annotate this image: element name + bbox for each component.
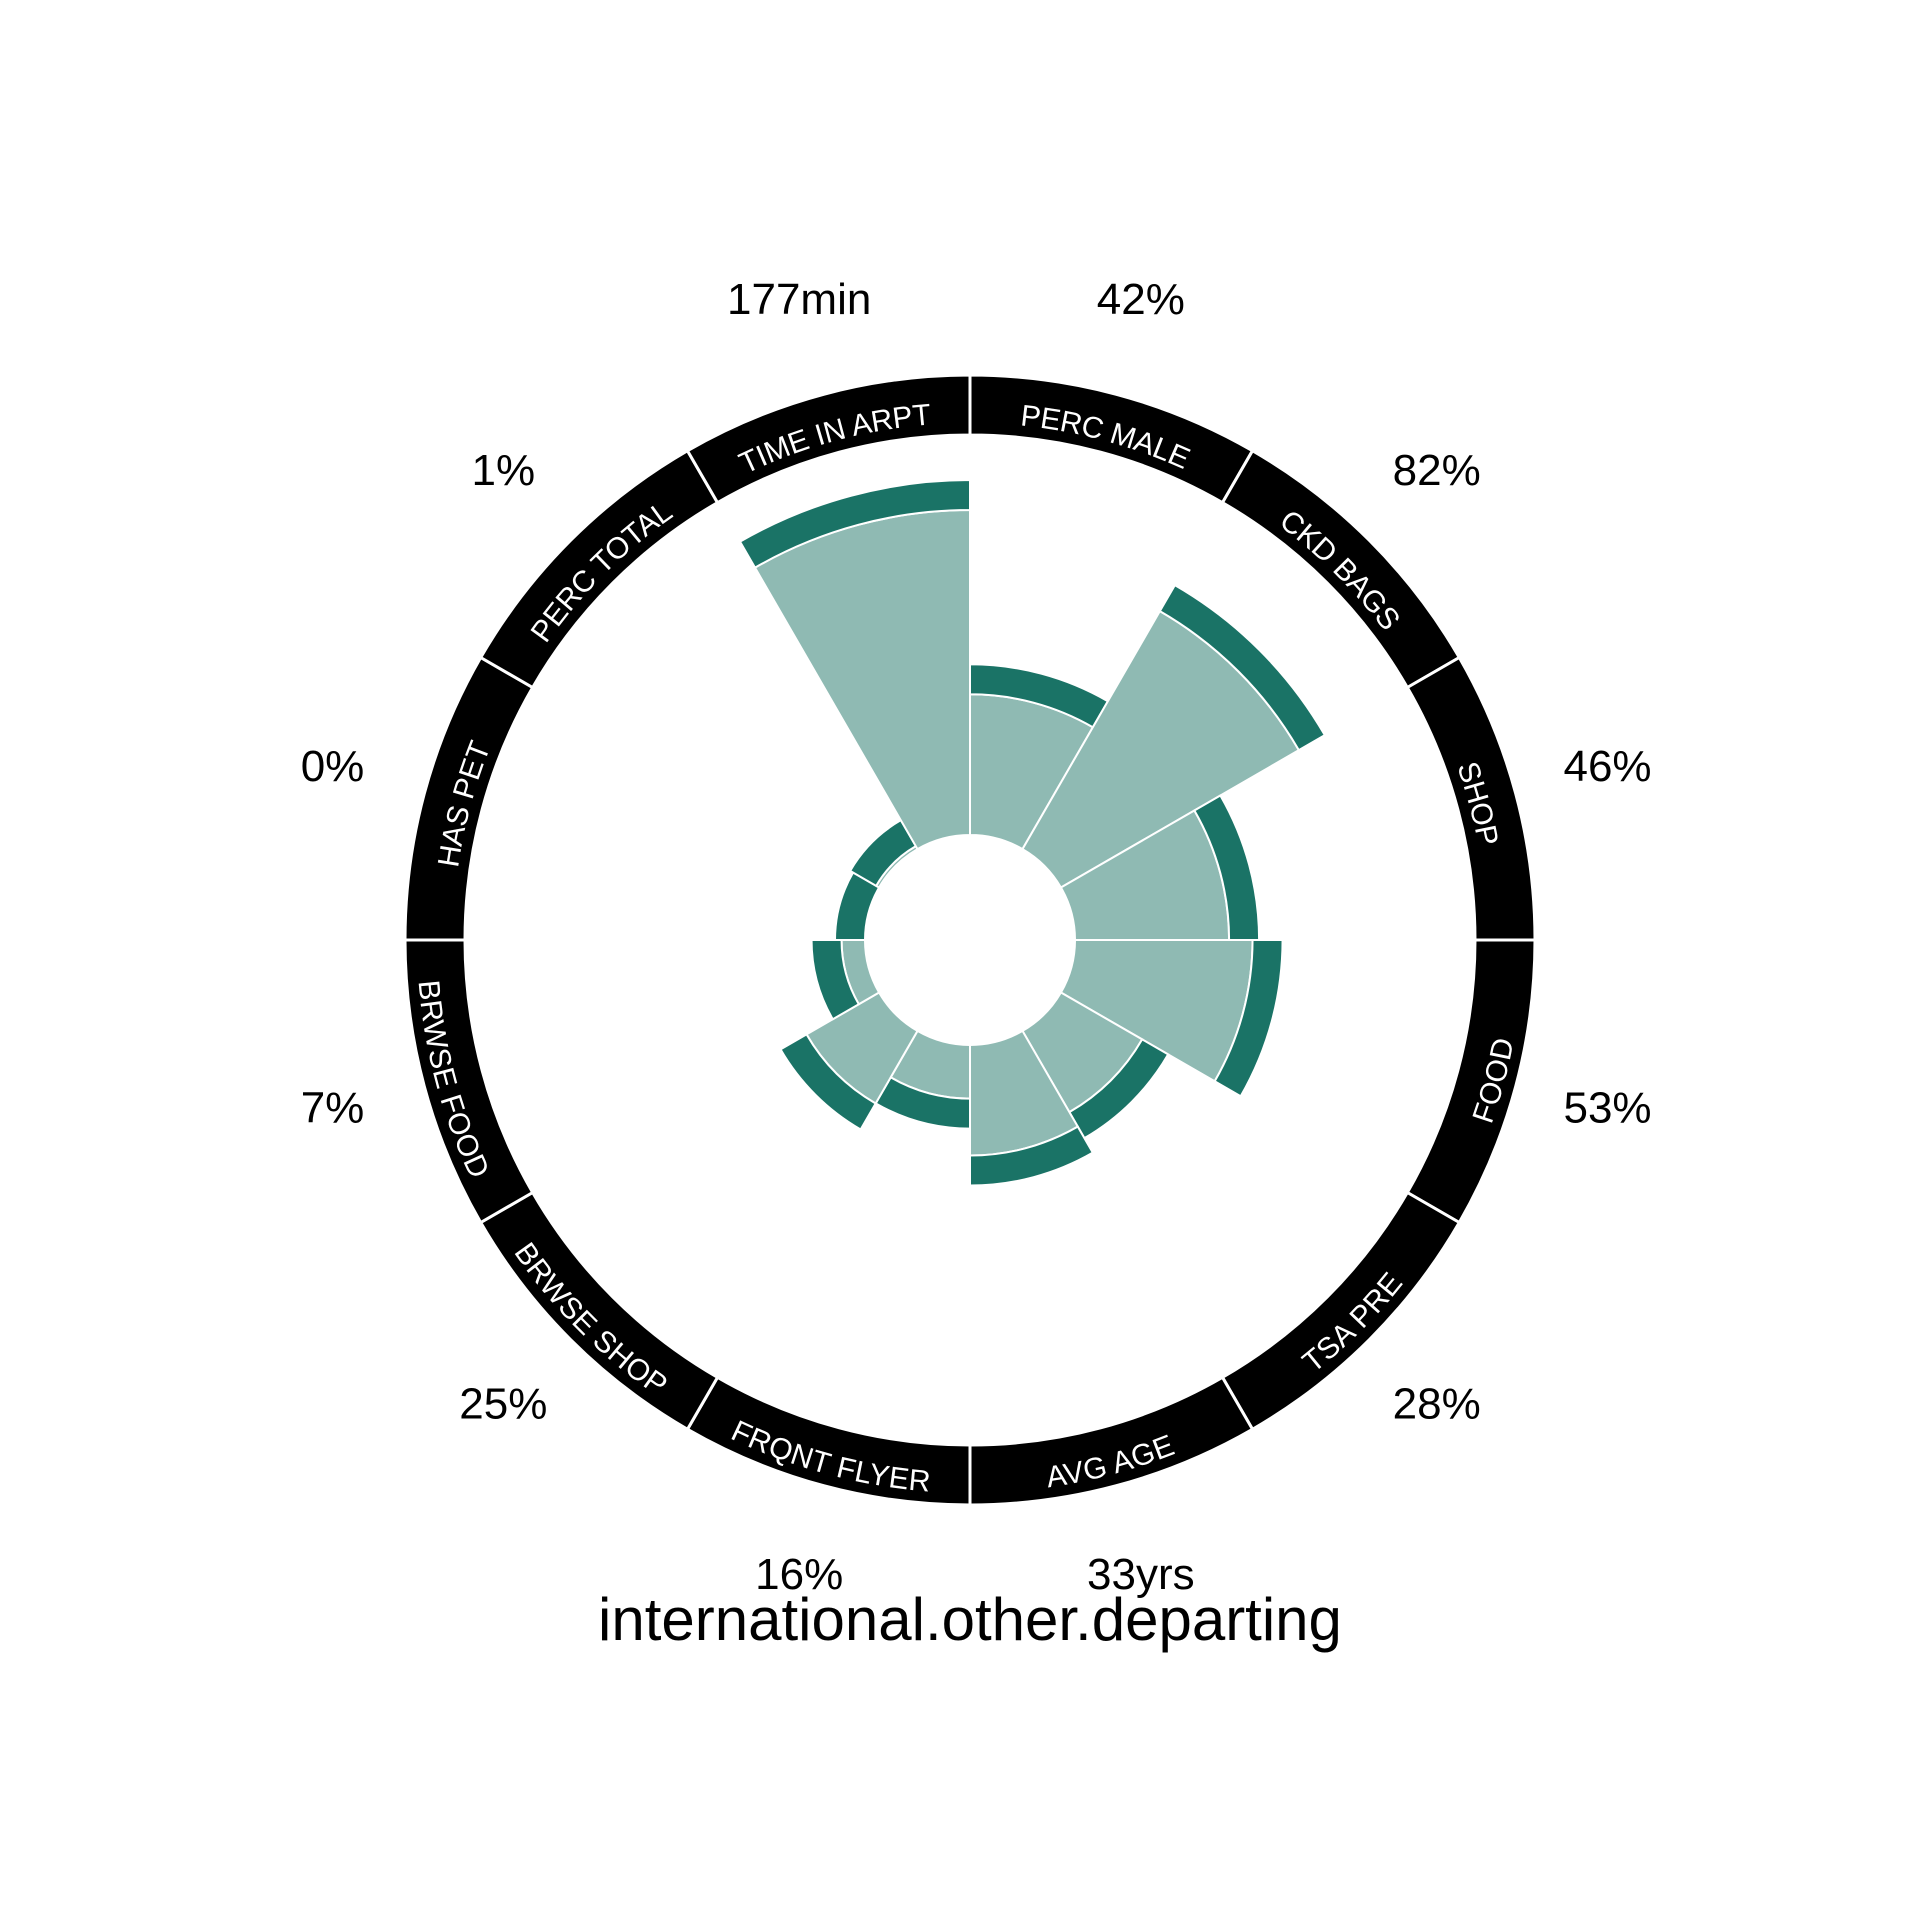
- ring-segment-avg_age: [968, 1375, 1255, 1507]
- value-label-time_in_arpt: 177min: [727, 275, 871, 324]
- band-brwse_shop: [779, 1033, 877, 1131]
- band-time_in_arpt: [738, 479, 971, 570]
- bar-time_in_arpt: [753, 509, 971, 851]
- band-avg_age: [969, 1125, 1095, 1187]
- value-label-brwse_shop: 25%: [459, 1379, 547, 1428]
- bars-layer: [738, 479, 1327, 1187]
- band-food: [1213, 939, 1284, 1098]
- ring-label-brwse_shop: BRWSE SHOP: [508, 1237, 673, 1402]
- value-label-perc_male: 42%: [1097, 275, 1185, 324]
- value-label-brwse_food: 7%: [301, 1083, 365, 1132]
- ring-segment-time_in_arpt: [685, 373, 972, 505]
- value-label-frqnt_flyer: 16%: [755, 1550, 843, 1599]
- chart-title: international.other.departing: [598, 1586, 1342, 1653]
- value-labels: 42% 82% 46% 53% 28% 33yrs 16% 25% 7% 0% 1% 177min: [301, 275, 1652, 1599]
- value-label-avg_age: 33yrs: [1087, 1550, 1195, 1599]
- value-label-food: 53%: [1563, 1083, 1651, 1132]
- value-label-has_pet: 0%: [301, 742, 365, 791]
- value-label-tsa_pre: 28%: [1393, 1379, 1481, 1428]
- value-label-ckd_bags: 82%: [1393, 446, 1481, 495]
- ring-segment-food: [1405, 938, 1537, 1225]
- value-label-perc_total: 1%: [472, 446, 536, 495]
- value-label-shop: 46%: [1563, 742, 1651, 791]
- band-ckd_bags: [1158, 583, 1327, 752]
